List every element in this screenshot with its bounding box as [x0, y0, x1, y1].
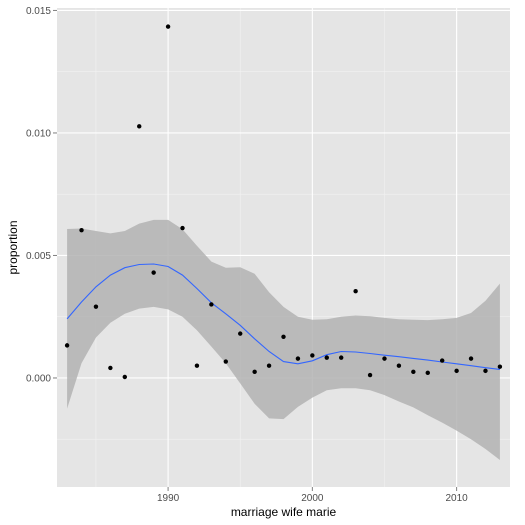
- data-point: [353, 289, 358, 294]
- data-point: [483, 368, 488, 374]
- data-point: [137, 124, 142, 129]
- data-point: [151, 270, 156, 275]
- x-axis: 1990 2000 2010: [157, 487, 468, 504]
- confidence-band: [67, 219, 500, 460]
- smooth-line: [66, 263, 500, 370]
- data-point: [339, 355, 344, 360]
- data-point: [425, 370, 430, 376]
- y-tick-label: 0.010: [26, 128, 51, 139]
- data-point: [209, 302, 214, 307]
- data-point: [93, 304, 99, 309]
- data-point: [382, 356, 387, 361]
- smooth-line-layer: [66, 263, 500, 370]
- data-point: [281, 334, 286, 340]
- grid-minor: [57, 8, 510, 487]
- data-point: [295, 356, 301, 361]
- data-point: [194, 363, 200, 368]
- data-point: [266, 363, 272, 368]
- data-point: [310, 353, 315, 358]
- data-point: [238, 331, 243, 336]
- data-point: [79, 228, 84, 233]
- data-point: [454, 368, 459, 374]
- data-point: [411, 369, 416, 375]
- data-point: [497, 364, 503, 369]
- data-point: [223, 359, 228, 364]
- data-point: [396, 363, 402, 368]
- data-point: [64, 343, 70, 348]
- data-point: [165, 24, 171, 29]
- y-axis: 0.000 0.005 0.010 0.015: [26, 6, 57, 384]
- x-tick-label: 2010: [445, 493, 468, 504]
- confidence-band-layer: [67, 219, 500, 460]
- y-tick-label: 0.000: [26, 373, 51, 384]
- data-point: [180, 225, 185, 231]
- data-point: [122, 374, 128, 380]
- y-tick-label: 0.005: [26, 251, 51, 262]
- data-point: [468, 356, 474, 361]
- data-point: [252, 369, 257, 375]
- y-axis-title: proportion: [6, 220, 20, 274]
- data-points: [64, 24, 503, 380]
- x-tick-label: 2000: [301, 493, 324, 504]
- x-axis-title: marriage wife marie: [231, 505, 337, 519]
- y-tick-label: 0.015: [26, 6, 51, 17]
- data-point: [367, 372, 373, 378]
- x-tick-label: 1990: [157, 493, 180, 504]
- data-point: [439, 358, 445, 363]
- data-point: [324, 355, 329, 360]
- data-point: [108, 365, 113, 371]
